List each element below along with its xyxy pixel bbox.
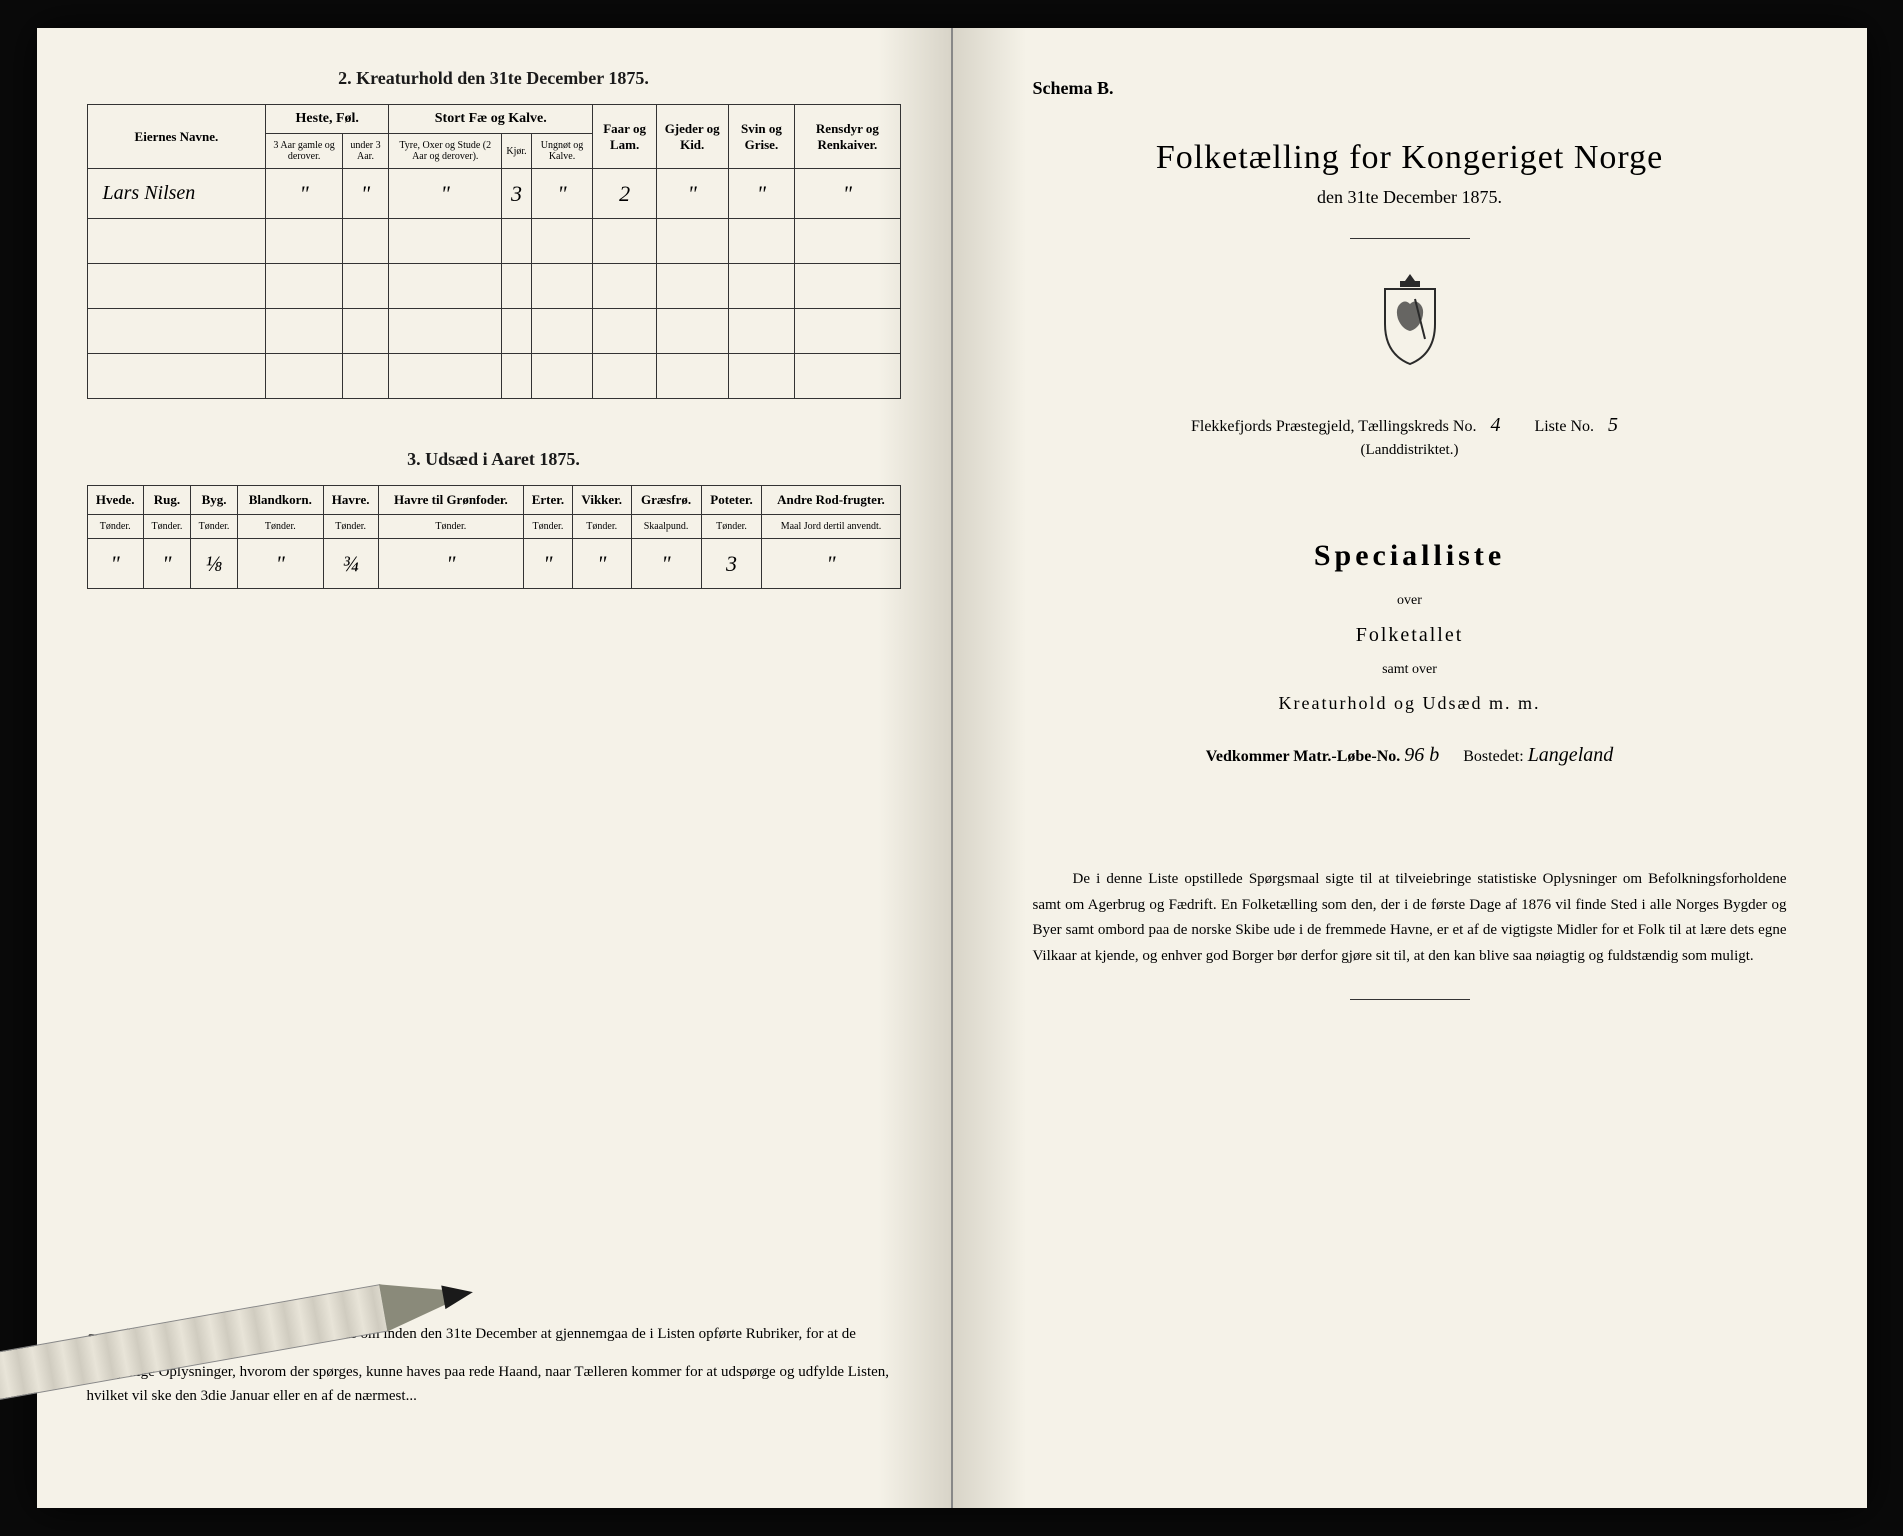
val-rug: " <box>143 539 190 589</box>
val-havre-gron: " <box>378 539 523 589</box>
date-line: den 31te December 1875. <box>1003 187 1817 208</box>
col-kjor: Kjør. <box>502 134 531 169</box>
col-stort-group: Stort Fæ og Kalve. <box>389 105 593 134</box>
kreds-number: 4 <box>1480 414 1510 437</box>
val-andre: " <box>762 539 900 589</box>
val-poteter: 3 <box>701 539 762 589</box>
section3-title: 3. Udsæd i Aaret 1875. <box>87 449 901 470</box>
col-name: Eiernes Navne. <box>87 105 266 169</box>
samt-over-text: samt over <box>1003 662 1817 678</box>
col-andre: Andre Rod-frugter. <box>762 486 900 515</box>
table-row: Lars Nilsen " " " 3 " 2 " " " <box>87 169 900 219</box>
unit-havre: Tønder. <box>323 515 378 539</box>
cell-heste-under3: " <box>342 169 388 219</box>
col-graesfro: Græsfrø. <box>631 486 701 515</box>
cell-tyre: " <box>389 169 502 219</box>
vedkommer-line: Vedkommer Matr.-Løbe-No. 96 b Bostedet: … <box>1003 744 1817 767</box>
cell-kjor: 3 <box>502 169 531 219</box>
unit-havre-gron: Tønder. <box>378 515 523 539</box>
bosted-name: Langeland <box>1528 744 1614 767</box>
main-title: Folketælling for Kongeriget Norge <box>1003 139 1817 177</box>
col-poteter: Poteter. <box>701 486 762 515</box>
district-line: Flekkefjords Præstegjeld, Tællingskreds … <box>1003 414 1817 437</box>
col-ungnot: Ungnøt og Kalve. <box>531 134 593 169</box>
right-page: Schema B. Folketælling for Kongeriget No… <box>953 28 1867 1508</box>
col-erter: Erter. <box>523 486 572 515</box>
table-row: " " ⅛ " ¾ " " " " 3 " <box>87 539 900 589</box>
section2-title: 2. Kreaturhold den 31te December 1875. <box>87 68 901 89</box>
district-prefix: Flekkefjords Præstegjeld, Tællingskreds … <box>1191 418 1476 435</box>
unit-vikker: Tønder. <box>572 515 631 539</box>
matr-number: 96 b <box>1404 744 1439 767</box>
col-heste-group: Heste, Føl. <box>266 105 389 134</box>
over-text: over <box>1003 593 1817 609</box>
val-byg: ⅛ <box>190 539 237 589</box>
body-paragraph: De i denne Liste opstillede Spørgsmaal s… <box>1033 867 1787 969</box>
unit-andre: Maal Jord dertil anvendt. <box>762 515 900 539</box>
divider <box>1350 999 1470 1000</box>
unit-erter: Tønder. <box>523 515 572 539</box>
val-erter: " <box>523 539 572 589</box>
col-hvede: Hvede. <box>87 486 143 515</box>
col-gjeder: Gjeder og Kid. <box>656 105 728 169</box>
district-sub: (Landdistriktet.) <box>1003 442 1817 459</box>
col-blandkorn: Blandkorn. <box>238 486 323 515</box>
val-graesfro: " <box>631 539 701 589</box>
divider <box>1350 238 1470 239</box>
unit-graesfro: Skaalpund. <box>631 515 701 539</box>
udsaed-table: Hvede. Rug. Byg. Blandkorn. Havre. Havre… <box>87 485 901 589</box>
coat-of-arms-icon <box>1003 269 1817 374</box>
col-svin: Svin og Grise. <box>728 105 795 169</box>
unit-rug: Tønder. <box>143 515 190 539</box>
bosted-prefix: Bostedet: <box>1463 748 1523 765</box>
table-row-empty <box>87 219 900 264</box>
kreaturhold-text: Kreaturhold og Udsæd m. m. <box>1003 693 1817 714</box>
liste-number: 5 <box>1598 414 1628 437</box>
vedkommer-prefix: Vedkommer Matr.-Løbe-No. <box>1206 748 1401 765</box>
specialliste-title: Specialliste <box>1003 539 1817 573</box>
unit-blandkorn: Tønder. <box>238 515 323 539</box>
kreaturhold-table: Eiernes Navne. Heste, Føl. Stort Fæ og K… <box>87 104 901 399</box>
owner-name: Lars Nilsen <box>87 169 266 219</box>
val-blandkorn: " <box>238 539 323 589</box>
table-row-empty <box>87 309 900 354</box>
unit-byg: Tønder. <box>190 515 237 539</box>
unit-poteter: Tønder. <box>701 515 762 539</box>
col-rensdyr: Rensdyr og Renkaiver. <box>795 105 900 169</box>
col-byg: Byg. <box>190 486 237 515</box>
col-rug: Rug. <box>143 486 190 515</box>
cell-faar: 2 <box>593 169 656 219</box>
val-havre: ¾ <box>323 539 378 589</box>
cell-heste-3aar: " <box>266 169 343 219</box>
liste-prefix: Liste No. <box>1534 418 1594 435</box>
schema-label: Schema B. <box>1003 78 1817 99</box>
col-heste-3aar: 3 Aar gamle og derover. <box>266 134 343 169</box>
val-vikker: " <box>572 539 631 589</box>
col-vikker: Vikker. <box>572 486 631 515</box>
col-havre-gron: Havre til Grønfoder. <box>378 486 523 515</box>
cell-gjeder: " <box>656 169 728 219</box>
unit-hvede: Tønder. <box>87 515 143 539</box>
cell-svin: " <box>728 169 795 219</box>
document-spread: 2. Kreaturhold den 31te December 1875. E… <box>37 28 1867 1508</box>
val-hvede: " <box>87 539 143 589</box>
table-row-empty <box>87 354 900 399</box>
col-havre: Havre. <box>323 486 378 515</box>
folketallet-text: Folketallet <box>1003 624 1817 647</box>
col-tyre: Tyre, Oxer og Stude (2 Aar og derover). <box>389 134 502 169</box>
col-heste-under3: under 3 Aar. <box>342 134 388 169</box>
left-page: 2. Kreaturhold den 31te December 1875. E… <box>37 28 953 1508</box>
cell-ungnot: " <box>531 169 593 219</box>
table-row-empty <box>87 264 900 309</box>
col-faar: Faar og Lam. <box>593 105 656 169</box>
cell-rensdyr: " <box>795 169 900 219</box>
